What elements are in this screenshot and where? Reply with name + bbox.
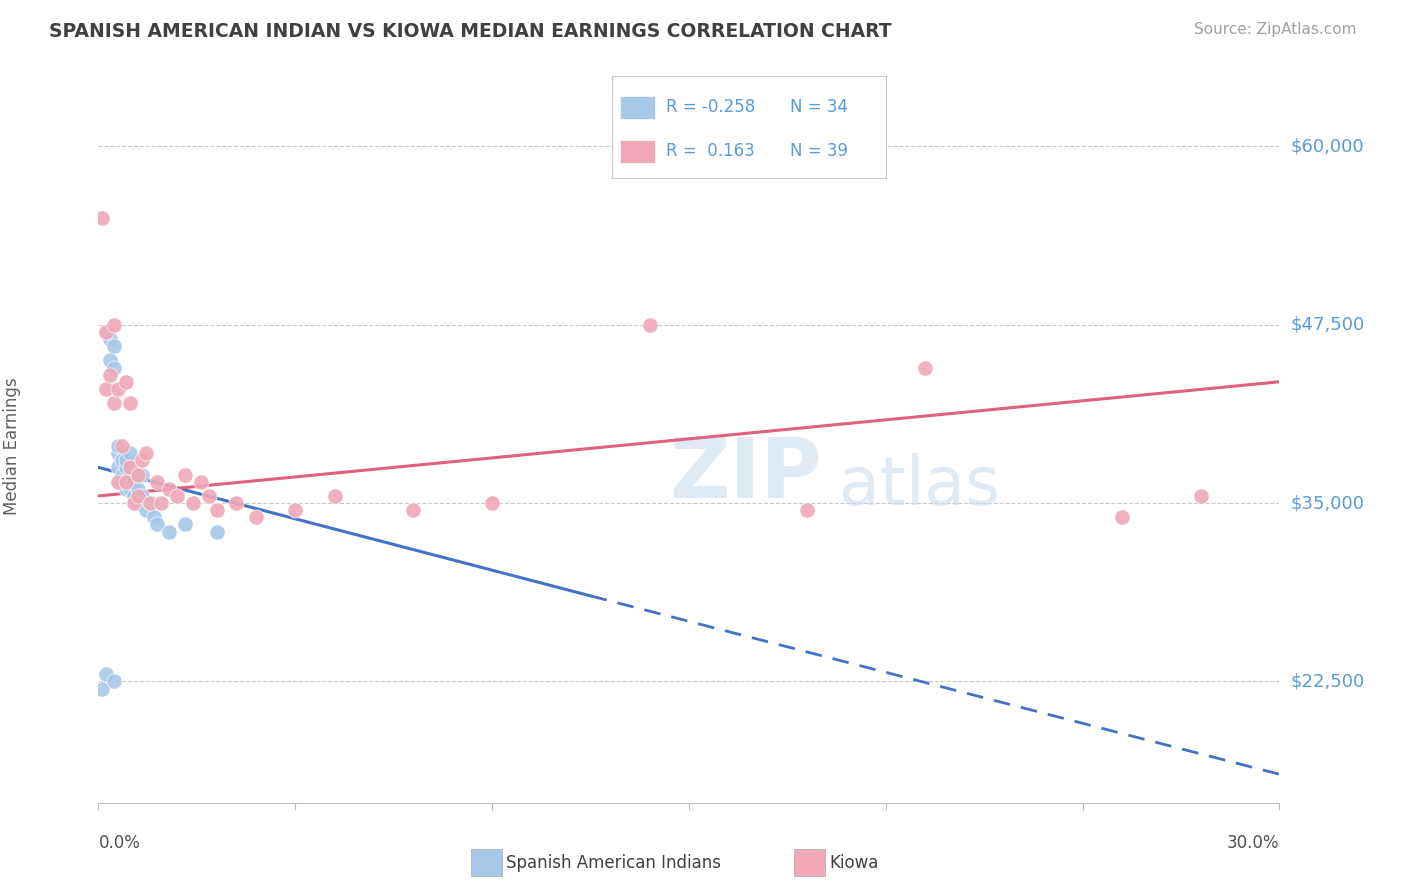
Point [122, 489, 145, 503]
Point [103, 339, 125, 353]
Point [284, 503, 307, 517]
Text: SPANISH AMERICAN INDIAN VS KIOWA MEDIAN EARNINGS CORRELATION CHART: SPANISH AMERICAN INDIAN VS KIOWA MEDIAN … [49, 22, 891, 41]
Point [118, 396, 141, 410]
Text: atlas: atlas [838, 453, 1000, 519]
Point [107, 460, 129, 475]
Point [146, 517, 169, 532]
Point [118, 446, 141, 460]
Text: Source: ZipAtlas.com: Source: ZipAtlas.com [1194, 22, 1357, 37]
Point [96, 325, 118, 339]
Text: Median Earnings: Median Earnings [3, 377, 21, 515]
Point [98, 332, 121, 346]
Point [122, 475, 145, 489]
Point [135, 503, 157, 517]
Point [197, 489, 219, 503]
Text: R = -0.258: R = -0.258 [666, 97, 755, 116]
Point [131, 453, 153, 467]
Point [96, 667, 118, 681]
Point [98, 353, 121, 368]
Point [1189, 489, 1212, 503]
Point [174, 517, 197, 532]
Point [914, 360, 936, 375]
Text: 0.0%: 0.0% [98, 834, 141, 852]
Point [111, 475, 134, 489]
Text: $35,000: $35,000 [1291, 494, 1365, 512]
Point [131, 467, 153, 482]
Point [115, 460, 138, 475]
Point [1111, 510, 1133, 524]
Point [118, 482, 141, 496]
Point [127, 496, 149, 510]
Point [107, 475, 129, 489]
Point [138, 496, 160, 510]
Point [190, 475, 212, 489]
Text: N = 34: N = 34 [790, 97, 848, 116]
Point [91, 681, 114, 696]
Point [138, 496, 160, 510]
Point [481, 496, 503, 510]
Point [131, 489, 153, 503]
Point [111, 439, 134, 453]
Point [174, 467, 197, 482]
Point [323, 489, 346, 503]
Point [103, 396, 125, 410]
Point [96, 382, 118, 396]
Point [142, 510, 165, 524]
Text: $60,000: $60,000 [1291, 137, 1364, 155]
Point [150, 496, 173, 510]
Point [115, 482, 138, 496]
Point [127, 467, 149, 482]
Point [796, 503, 818, 517]
Text: R =  0.163: R = 0.163 [666, 142, 755, 160]
Point [98, 368, 121, 382]
Point [103, 674, 125, 689]
Text: 30.0%: 30.0% [1227, 834, 1279, 852]
Text: N = 39: N = 39 [790, 142, 848, 160]
Point [103, 360, 125, 375]
Point [107, 439, 129, 453]
Point [225, 496, 247, 510]
Bar [620, 96, 655, 119]
Point [166, 489, 188, 503]
Point [402, 503, 425, 517]
Point [146, 475, 169, 489]
Point [127, 489, 149, 503]
Point [96, 325, 118, 339]
Point [118, 460, 141, 475]
Point [115, 475, 138, 489]
Point [205, 503, 228, 517]
Point [103, 318, 125, 332]
Point [115, 453, 138, 467]
Text: ZIP: ZIP [669, 434, 821, 515]
Point [111, 453, 134, 467]
Bar [620, 140, 655, 163]
Point [115, 375, 138, 389]
Point [638, 318, 661, 332]
Point [107, 382, 129, 396]
Point [111, 467, 134, 482]
Point [135, 446, 157, 460]
Text: $22,500: $22,500 [1291, 673, 1365, 690]
Point [157, 524, 180, 539]
Text: Kiowa: Kiowa [830, 854, 879, 871]
Point [127, 482, 149, 496]
Point [118, 467, 141, 482]
Point [91, 211, 114, 225]
Point [107, 446, 129, 460]
Point [245, 510, 267, 524]
Point [205, 524, 228, 539]
Point [157, 482, 180, 496]
Text: Spanish American Indians: Spanish American Indians [506, 854, 721, 871]
Point [181, 496, 204, 510]
Point [127, 467, 149, 482]
Point [122, 496, 145, 510]
Text: $47,500: $47,500 [1291, 316, 1365, 334]
